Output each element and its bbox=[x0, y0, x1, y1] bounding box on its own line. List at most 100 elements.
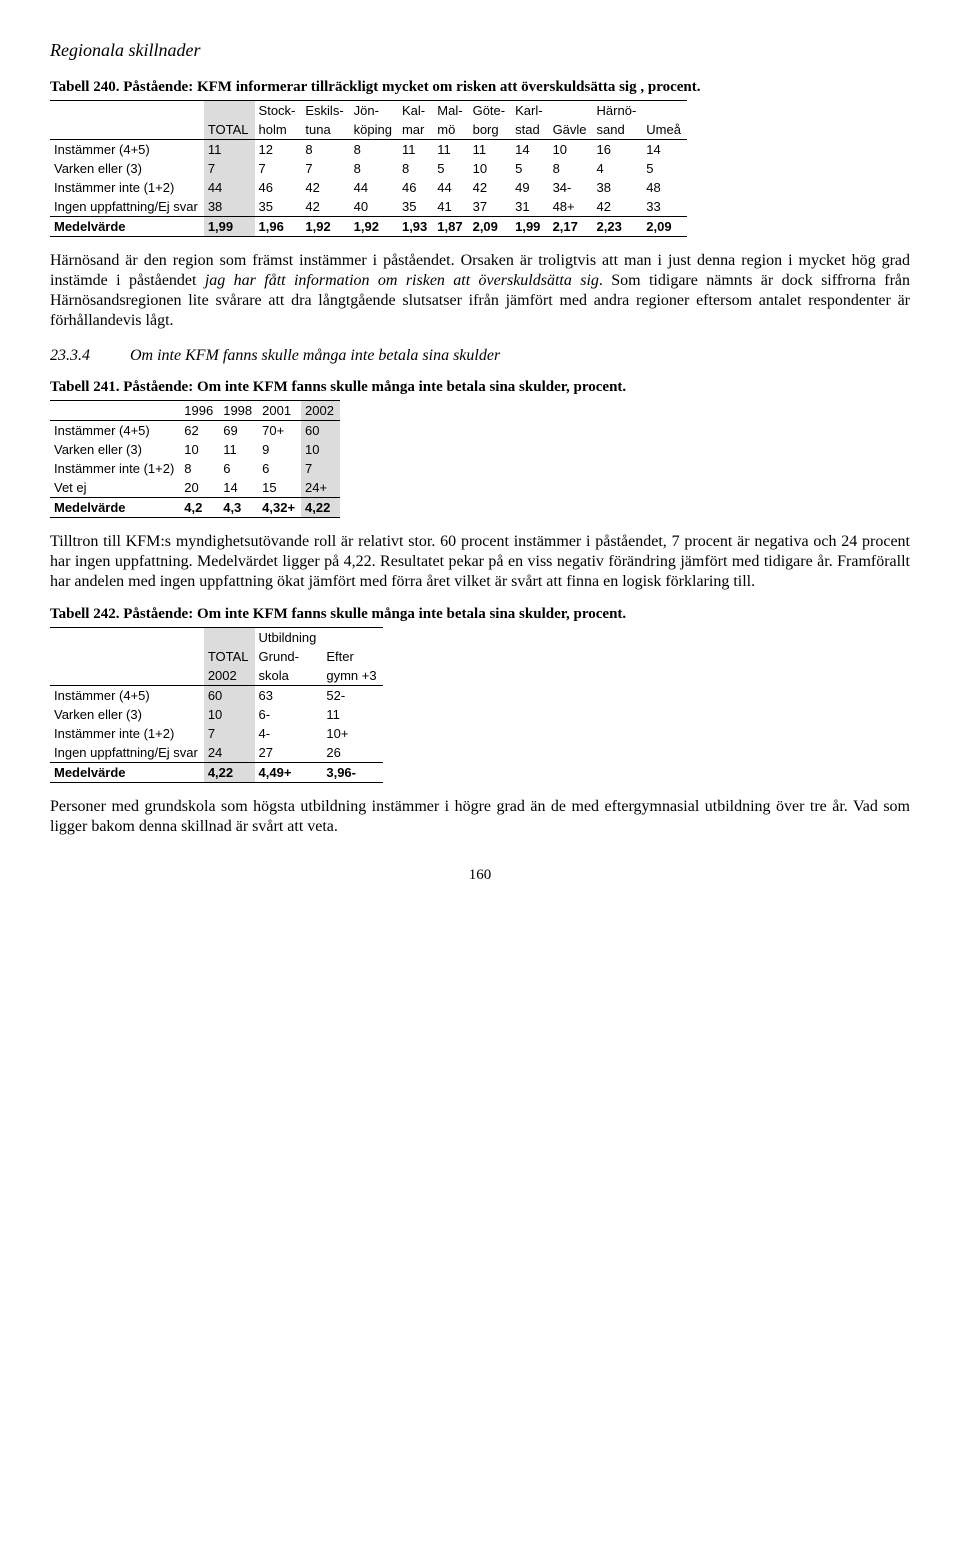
subsection-title: Om inte KFM fanns skulle många inte beta… bbox=[130, 347, 500, 365]
section-title: Regionala skillnader bbox=[50, 40, 910, 61]
cell: 33 bbox=[642, 197, 687, 217]
cell: 9 bbox=[258, 440, 301, 459]
cell: Umeå bbox=[642, 120, 687, 140]
cell: 38 bbox=[593, 178, 643, 197]
cell: 40 bbox=[350, 197, 398, 217]
cell bbox=[50, 101, 204, 121]
cell: 2002 bbox=[301, 401, 340, 421]
paragraph-1: Härnösand är den region som främst instä… bbox=[50, 251, 910, 331]
cell: 1,87 bbox=[433, 217, 468, 237]
paragraph-3: Personer med grundskola som högsta utbil… bbox=[50, 797, 910, 837]
cell: 8 bbox=[549, 159, 593, 178]
cell: borg bbox=[469, 120, 512, 140]
cell: Gävle bbox=[549, 120, 593, 140]
cell: mar bbox=[398, 120, 433, 140]
row-label: Instämmer (4+5) bbox=[50, 140, 204, 160]
cell: 42 bbox=[593, 197, 643, 217]
cell: 69 bbox=[219, 421, 258, 441]
cell bbox=[50, 401, 180, 421]
cell: 44 bbox=[204, 178, 255, 197]
cell: 4,3 bbox=[219, 498, 258, 518]
cell: 6 bbox=[219, 459, 258, 478]
cell: 4- bbox=[255, 724, 323, 743]
cell: Härnö- bbox=[593, 101, 643, 121]
cell: 4,2 bbox=[180, 498, 219, 518]
cell: 60 bbox=[204, 686, 255, 706]
cell: 11 bbox=[398, 140, 433, 160]
cell: 2001 bbox=[258, 401, 301, 421]
cell: 60 bbox=[301, 421, 340, 441]
cell: 2,09 bbox=[642, 217, 687, 237]
cell: 5 bbox=[433, 159, 468, 178]
row-label: Varken eller (3) bbox=[50, 440, 180, 459]
cell: 46 bbox=[255, 178, 302, 197]
cell: 37 bbox=[469, 197, 512, 217]
row-label: Medelvärde bbox=[50, 763, 204, 783]
subsection-heading: 23.3.4 Om inte KFM fanns skulle många in… bbox=[50, 347, 910, 365]
cell: 11 bbox=[204, 140, 255, 160]
cell: 11 bbox=[433, 140, 468, 160]
table-row: Instämmer inte (1+2) 8 6 6 7 bbox=[50, 459, 340, 478]
cell: 1,92 bbox=[350, 217, 398, 237]
table-241-caption: Tabell 241. Påstående: Om inte KFM fanns… bbox=[50, 379, 910, 396]
cell: 34- bbox=[549, 178, 593, 197]
cell: 44 bbox=[433, 178, 468, 197]
cell bbox=[50, 666, 204, 686]
cell: 35 bbox=[398, 197, 433, 217]
cell bbox=[50, 647, 204, 666]
cell: 4 bbox=[593, 159, 643, 178]
cell: 7 bbox=[301, 159, 349, 178]
cell: 10 bbox=[469, 159, 512, 178]
table-foot: Medelvärde 4,22 4,49+ 3,96- bbox=[50, 763, 383, 783]
cell: 31 bbox=[511, 197, 548, 217]
cell bbox=[642, 101, 687, 121]
cell: 8 bbox=[350, 159, 398, 178]
cell: 11 bbox=[469, 140, 512, 160]
table-row: Instämmer (4+5) 62 69 70+ 60 bbox=[50, 421, 340, 441]
cell: 48 bbox=[642, 178, 687, 197]
cell bbox=[549, 101, 593, 121]
cell: 10+ bbox=[322, 724, 382, 743]
cell: TOTAL bbox=[204, 647, 255, 666]
cell: 2,17 bbox=[549, 217, 593, 237]
cell: 8 bbox=[350, 140, 398, 160]
cell: 14 bbox=[219, 478, 258, 498]
table-row: Ingen uppfattning/Ej svar 24 27 26 bbox=[50, 743, 383, 763]
cell: Jön- bbox=[350, 101, 398, 121]
table-row: Vet ej 20 14 15 24+ bbox=[50, 478, 340, 498]
cell: 7 bbox=[255, 159, 302, 178]
cell: 1,96 bbox=[255, 217, 302, 237]
text-italic: jag har fått information om risken att ö… bbox=[205, 272, 599, 289]
cell: 11 bbox=[322, 705, 382, 724]
cell: 4,49+ bbox=[255, 763, 323, 783]
cell: 12 bbox=[255, 140, 302, 160]
cell: 10 bbox=[301, 440, 340, 459]
cell: 14 bbox=[642, 140, 687, 160]
cell: 1,99 bbox=[511, 217, 548, 237]
cell: Utbildning bbox=[255, 628, 323, 648]
cell bbox=[50, 628, 204, 648]
cell: 35 bbox=[255, 197, 302, 217]
row-label: Ingen uppfattning/Ej svar bbox=[50, 743, 204, 763]
cell: 24+ bbox=[301, 478, 340, 498]
cell: Mal- bbox=[433, 101, 468, 121]
cell: 10 bbox=[549, 140, 593, 160]
cell: 48+ bbox=[549, 197, 593, 217]
cell: tuna bbox=[301, 120, 349, 140]
cell: 5 bbox=[642, 159, 687, 178]
cell: 6- bbox=[255, 705, 323, 724]
cell: 63 bbox=[255, 686, 323, 706]
cell: 6 bbox=[258, 459, 301, 478]
row-label: Instämmer (4+5) bbox=[50, 421, 180, 441]
table-row: Instämmer inte (1+2) 44 46 42 44 46 44 4… bbox=[50, 178, 687, 197]
cell: 2,23 bbox=[593, 217, 643, 237]
table-row: Varken eller (3) 10 11 9 10 bbox=[50, 440, 340, 459]
cell: 44 bbox=[350, 178, 398, 197]
table-242: Utbildning TOTAL Grund- Efter 2002 skola… bbox=[50, 627, 383, 783]
cell: sand bbox=[593, 120, 643, 140]
cell: 7 bbox=[204, 159, 255, 178]
table-foot: Medelvärde 1,99 1,96 1,92 1,92 1,93 1,87… bbox=[50, 217, 687, 237]
cell: Kal- bbox=[398, 101, 433, 121]
cell: 70+ bbox=[258, 421, 301, 441]
cell: 1998 bbox=[219, 401, 258, 421]
